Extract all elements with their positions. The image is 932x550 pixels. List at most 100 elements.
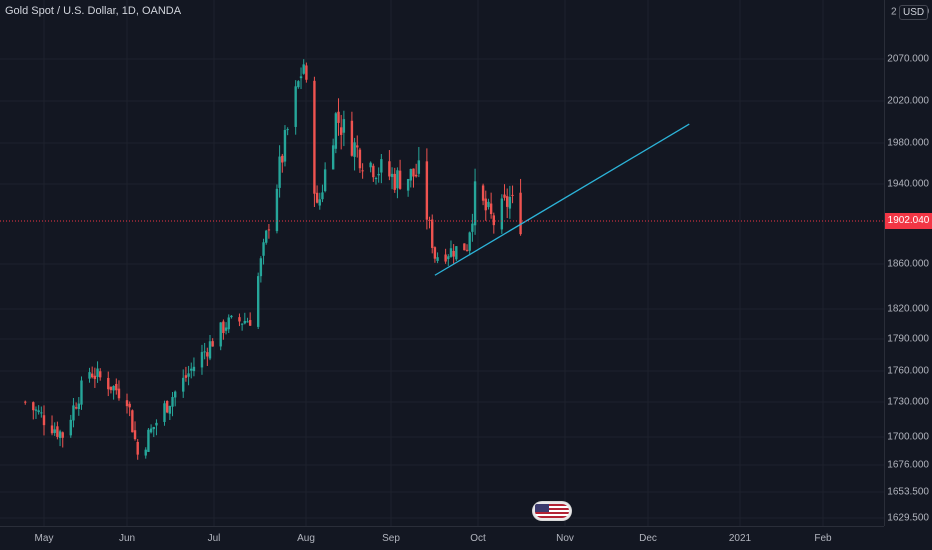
candle-body bbox=[107, 377, 110, 390]
last-price-tag: 1902.040 bbox=[885, 213, 932, 229]
candle-body bbox=[248, 320, 252, 326]
price-label-top: 2 bbox=[891, 6, 897, 18]
candle-body bbox=[281, 155, 284, 163]
candle-body bbox=[294, 86, 297, 127]
candle-body bbox=[90, 373, 94, 378]
candle-body bbox=[74, 407, 78, 409]
candle-body bbox=[372, 165, 375, 178]
candle-body bbox=[436, 257, 439, 261]
candle-body bbox=[353, 142, 356, 157]
candle-body bbox=[238, 317, 241, 322]
candle-body bbox=[32, 402, 35, 411]
time-label: Dec bbox=[639, 533, 657, 544]
candle-body bbox=[61, 432, 64, 438]
candle-body bbox=[173, 391, 177, 398]
candle-body bbox=[171, 397, 174, 407]
candle-body bbox=[246, 321, 249, 323]
time-label: Feb bbox=[814, 533, 832, 544]
price-label: 1860.000 bbox=[887, 258, 929, 270]
candle-body bbox=[406, 178, 410, 191]
candle-body bbox=[313, 80, 316, 194]
time-label: Oct bbox=[470, 533, 486, 544]
candle-body bbox=[187, 373, 190, 377]
price-label: 1790.000 bbox=[887, 333, 929, 345]
price-axis[interactable]: 2070.000 2020.000 1980.000 1940.000 1860.000… bbox=[884, 0, 932, 526]
candle-body bbox=[80, 380, 83, 405]
candle-body bbox=[222, 321, 225, 334]
candle-body bbox=[431, 219, 434, 248]
candle-body bbox=[109, 386, 113, 391]
candle-body bbox=[487, 201, 490, 208]
symbol-title[interactable]: Gold Spot / U.S. Dollar, 1D, OANDA bbox=[5, 5, 182, 17]
candle-body bbox=[302, 64, 305, 74]
candle-body bbox=[286, 129, 289, 131]
candle-body bbox=[377, 174, 380, 176]
candle-body bbox=[96, 368, 99, 377]
candle-body bbox=[447, 256, 450, 260]
candle-body bbox=[275, 188, 279, 232]
candle-body bbox=[358, 149, 362, 169]
candle-body bbox=[417, 160, 421, 174]
currency-button[interactable]: USD bbox=[899, 5, 929, 20]
candle-body bbox=[463, 243, 466, 251]
candle-body bbox=[380, 159, 383, 173]
candle-body bbox=[149, 428, 153, 433]
candle-body bbox=[449, 248, 453, 257]
candle-body bbox=[230, 315, 233, 318]
candle-body bbox=[117, 388, 121, 399]
candle-body bbox=[323, 169, 327, 192]
price-label: 2020.000 bbox=[887, 95, 929, 107]
candle-body bbox=[133, 430, 137, 440]
candle-body bbox=[203, 351, 206, 353]
chart-area[interactable]: Gold Spot / U.S. Dollar, 1D, OANDA bbox=[0, 0, 884, 526]
candle-body bbox=[471, 223, 474, 232]
candle-body bbox=[53, 429, 56, 433]
candle-body bbox=[339, 127, 343, 135]
event-marker[interactable] bbox=[533, 502, 571, 520]
candle-body bbox=[321, 192, 324, 200]
time-label: 2021 bbox=[728, 533, 752, 544]
candle-body bbox=[299, 76, 303, 79]
candle-body bbox=[455, 246, 458, 260]
candle-body bbox=[93, 375, 97, 379]
candle-body bbox=[58, 431, 62, 438]
candle-body bbox=[227, 317, 230, 330]
price-chart[interactable] bbox=[0, 0, 884, 526]
candle-body bbox=[267, 229, 271, 231]
candle-body bbox=[315, 192, 319, 203]
candle-body bbox=[481, 185, 485, 201]
candle-body bbox=[390, 173, 394, 178]
candle-body bbox=[337, 111, 340, 123]
candle-body bbox=[99, 371, 102, 378]
time-label: Sep bbox=[382, 533, 400, 544]
candle-body bbox=[72, 405, 75, 421]
candle-body bbox=[131, 410, 134, 433]
candle-body bbox=[42, 415, 46, 426]
candle-body bbox=[50, 425, 54, 434]
candle-body bbox=[128, 403, 131, 408]
candle-body bbox=[305, 65, 308, 80]
candle-body bbox=[184, 375, 188, 378]
candle-body bbox=[152, 426, 155, 430]
candle-body bbox=[425, 161, 429, 220]
candle-body bbox=[473, 181, 477, 226]
trend-line[interactable] bbox=[434, 123, 690, 276]
candle-body bbox=[468, 232, 471, 251]
time-label: Jun bbox=[118, 533, 136, 544]
candle-body bbox=[505, 196, 509, 207]
candle-body bbox=[259, 258, 263, 277]
candle-body bbox=[190, 368, 193, 371]
candle-body bbox=[77, 403, 81, 410]
time-label: Aug bbox=[297, 533, 315, 544]
price-label: 2070.000 bbox=[887, 53, 929, 65]
candle-body bbox=[334, 113, 338, 149]
candle-body bbox=[503, 194, 506, 198]
candle-body bbox=[484, 198, 487, 211]
candle-body bbox=[369, 162, 372, 168]
price-label: 1629.500 bbox=[887, 512, 929, 524]
time-axis[interactable]: May Jun Jul Aug Sep Oct Nov Dec 2021 Feb bbox=[0, 526, 884, 550]
candle-body bbox=[489, 203, 493, 215]
candles-group bbox=[24, 59, 522, 460]
candle-body bbox=[412, 168, 415, 177]
candle-body bbox=[452, 250, 455, 257]
